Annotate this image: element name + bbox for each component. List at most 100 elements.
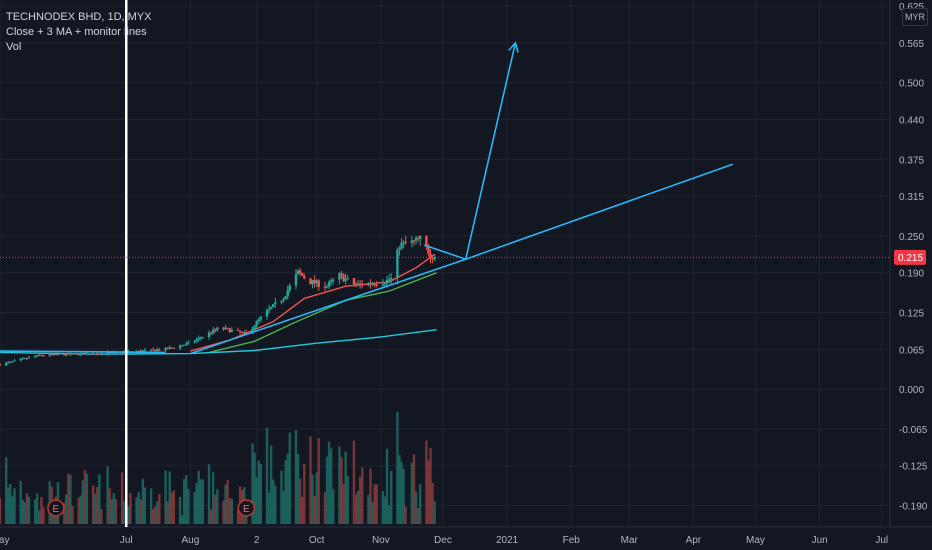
time-tick-label: Jul: [120, 535, 133, 546]
candle-body: [315, 280, 318, 284]
candle-body: [294, 274, 298, 286]
volume-bar: [224, 484, 227, 524]
volume-bar: [211, 472, 215, 524]
volume-bar: [346, 475, 349, 524]
candle-body: [300, 273, 304, 276]
candle-body: [402, 241, 405, 243]
candle-body: [226, 327, 229, 329]
candle-body: [13, 360, 16, 362]
volume-bar: [135, 497, 138, 524]
price-axis[interactable]: 0.625 0.565 0.500 0.440 0.375 0.315 0.250 0.190…: [899, 2, 928, 512]
volume-bar: [288, 432, 291, 524]
currency-button[interactable]: MYR: [902, 8, 928, 26]
volume-bar: [164, 470, 167, 524]
symbol-title[interactable]: TECHNODEX BHD, 1D, MYX: [6, 11, 152, 23]
volume-title[interactable]: Vol: [6, 41, 22, 53]
volume-bar: [317, 438, 320, 524]
price-tick-label: -0.065: [899, 425, 928, 436]
volume-bar: [284, 460, 287, 524]
candle-body: [373, 283, 376, 286]
candle-body: [209, 332, 213, 334]
volume-bar: [149, 488, 153, 524]
candle-body: [38, 355, 41, 357]
candle-body: [431, 257, 434, 260]
candle-body: [346, 277, 349, 279]
price-tick-label: 0.565: [899, 39, 924, 50]
volume-bar: [62, 502, 66, 524]
volume-bar: [367, 494, 370, 524]
candle-body: [332, 279, 335, 281]
volume-bar: [323, 492, 327, 524]
chart-legend[interactable]: TECHNODEX BHD, 1D, MYX Close + 3 MA + mo…: [6, 10, 151, 55]
trend-lines[interactable]: [0, 41, 733, 355]
candle-body: [354, 284, 358, 286]
indicator-title[interactable]: Close + 3 MA + monitor lines: [6, 26, 147, 38]
price-tick-label: 0.375: [899, 155, 924, 166]
candle-body: [325, 286, 329, 288]
candle-body: [375, 285, 378, 287]
candle-body: [71, 353, 74, 355]
volume-bar: [158, 493, 161, 524]
candle-body: [149, 349, 153, 351]
candle-body: [238, 330, 242, 333]
candle-body: [180, 345, 184, 347]
volume-bar: [172, 490, 176, 524]
drawn-trend-line[interactable]: [424, 42, 517, 261]
moving-average-line: [208, 272, 437, 354]
last-price-label: 0.215: [898, 253, 923, 264]
candle-body: [338, 273, 341, 280]
volume-bar: [166, 501, 169, 524]
candle-body: [195, 339, 198, 342]
price-tick-label: 0.125: [899, 309, 924, 320]
candle-body: [96, 354, 99, 356]
candle-body: [282, 299, 285, 301]
volume-bar: [329, 448, 333, 524]
candle-body: [168, 347, 171, 350]
volume-bar: [427, 460, 430, 524]
volume-bar: [400, 461, 403, 524]
candle-body: [187, 342, 190, 344]
volume-bar: [313, 495, 316, 524]
candle-body: [5, 362, 8, 366]
volume-bar: [5, 457, 8, 524]
volume-bar: [71, 505, 74, 524]
candle-body: [358, 283, 362, 285]
volume-bar: [106, 466, 109, 524]
volume-bar: [300, 496, 304, 524]
candle-body: [404, 241, 407, 244]
candle-body: [317, 280, 320, 287]
candle-body: [398, 248, 401, 250]
volume-bar: [222, 500, 225, 524]
candle-body: [251, 328, 254, 334]
volume-bar: [425, 440, 428, 524]
volume-bar: [342, 483, 345, 524]
time-axis[interactable]: May Jul Aug 2 Oct Nov Dec 2021 Feb Mar Apr May Jun Ju…: [0, 535, 888, 546]
last-price-badge: 0.215: [894, 249, 926, 265]
volume-bar: [274, 485, 277, 524]
volume-bar: [197, 470, 200, 524]
volume-bar: [199, 479, 202, 524]
candle-body: [23, 358, 27, 360]
volume-bar: [369, 468, 372, 524]
volume-bar: [216, 489, 219, 524]
volume-bar: [108, 488, 111, 524]
candle-body: [27, 357, 31, 359]
arrow-head[interactable]: [508, 41, 519, 53]
candle-body: [158, 349, 161, 351]
candle-body: [381, 284, 385, 286]
candle-body: [274, 302, 277, 305]
volume-bar: [25, 493, 29, 524]
volume-bar: [209, 509, 213, 524]
time-tick-label: Jul: [875, 535, 888, 546]
volume-bar: [398, 455, 401, 524]
volume-bar: [207, 464, 211, 524]
time-tick-label: Mar: [621, 535, 639, 546]
volume-bar: [272, 479, 275, 524]
candle-body: [151, 349, 155, 351]
drawn-trend-line[interactable]: [0, 350, 166, 354]
volume-bar: [286, 454, 289, 524]
candle-body: [369, 283, 372, 285]
